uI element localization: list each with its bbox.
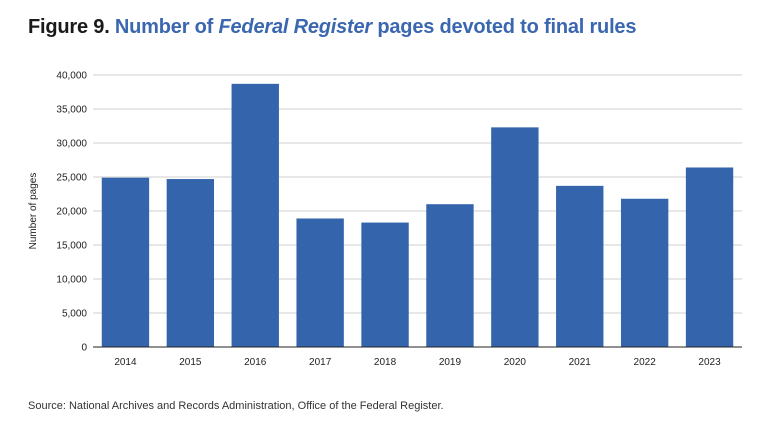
title-post: pages devoted to final rules	[372, 16, 637, 38]
y-tick-label: 5,000	[62, 309, 87, 320]
y-tick-label: 35,000	[56, 105, 87, 116]
title-pre: Number of	[114, 16, 219, 38]
figure-title-text: Number of Federal Register pages devoted…	[114, 16, 637, 38]
figure-title: Figure 9. Number of Federal Register pag…	[28, 16, 636, 39]
y-tick-label: 20,000	[56, 207, 87, 218]
x-tick-label: 2015	[179, 357, 202, 368]
y-tick-label: 15,000	[56, 241, 87, 252]
figure-label: Figure 9.	[28, 16, 110, 38]
x-tick-label: 2019	[439, 357, 462, 368]
x-tick-label: 2016	[244, 357, 267, 368]
bars	[101, 83, 734, 347]
x-tick-label: 2017	[309, 357, 332, 368]
x-tick-label: 2021	[569, 357, 592, 368]
x-tick-label: 2020	[504, 357, 527, 368]
y-tick-label: 0	[81, 343, 87, 354]
title-italic: Federal Register	[218, 16, 373, 38]
y-axis-label: Number of pages	[28, 173, 39, 250]
bar-2019	[426, 204, 474, 347]
x-axis-ticks: 2014 2015 2016 2017 2018 2019 2020 2021 2022 2023	[114, 357, 721, 368]
bar-2018	[361, 222, 409, 347]
x-tick-label: 2023	[698, 357, 721, 368]
y-tick-label: 30,000	[56, 139, 87, 150]
bar-2022	[620, 198, 669, 347]
bar-2016	[231, 83, 279, 347]
x-tick-label: 2022	[634, 357, 657, 368]
y-tick-label: 40,000	[56, 71, 87, 82]
bar-2015	[166, 179, 215, 347]
source-note: Source: National Archives and Records Ad…	[28, 400, 444, 412]
bar-2014	[101, 177, 150, 347]
x-tick-label: 2018	[374, 357, 397, 368]
x-tick-label: 2014	[114, 357, 137, 368]
bar-2023	[685, 167, 734, 347]
bar-2021	[556, 185, 604, 347]
y-axis-ticks: 0 5,000 10,000 15,000 20,000 25,000 30,000 35,0…	[56, 71, 87, 354]
bar-2017	[296, 218, 344, 347]
bar-2020	[491, 127, 539, 347]
y-tick-label: 10,000	[56, 275, 87, 286]
y-tick-label: 25,000	[56, 173, 87, 184]
